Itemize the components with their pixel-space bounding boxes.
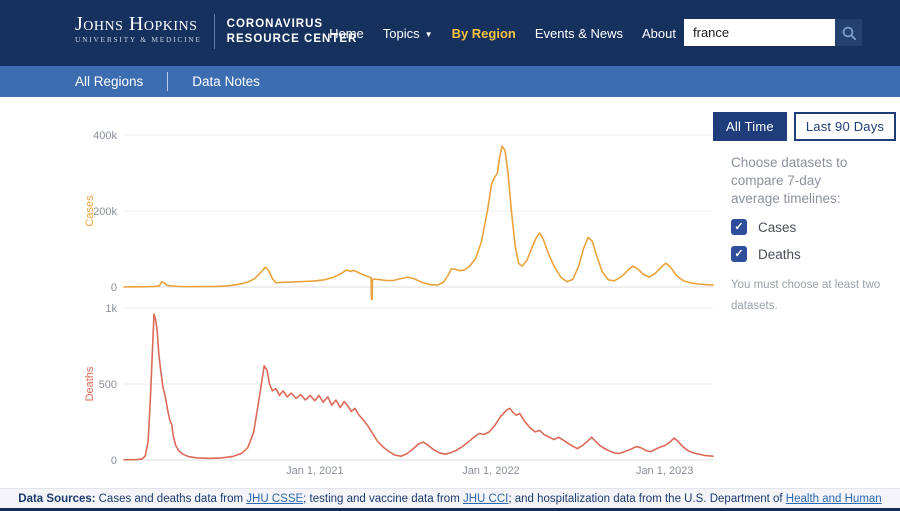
cases-line[interactable] xyxy=(123,145,714,301)
cases-checkbox-row[interactable]: Cases xyxy=(731,219,889,235)
deaths-axis-label: Deaths xyxy=(84,366,96,401)
nav-about[interactable]: About xyxy=(642,25,676,41)
deaths-ytick-0: 0 xyxy=(111,455,117,467)
dataset-chooser: Choose datasets to compare 7-day average… xyxy=(731,154,889,317)
nav-home[interactable]: Home xyxy=(329,25,364,41)
jhu-subtitle: University & Medicine xyxy=(75,35,202,44)
nav-topics[interactable]: Topics ▼ xyxy=(382,25,433,41)
hhs-link[interactable]: Health and Human xyxy=(785,493,882,505)
data-sources-text: Data Sources: Cases and deaths data from … xyxy=(18,493,882,505)
last-90-days-button[interactable]: Last 90 Days xyxy=(793,112,897,141)
cases-ytick-200k: 200k xyxy=(93,206,117,218)
xtick-12022: Jan 1, 2022 xyxy=(462,465,520,477)
logo-divider xyxy=(213,14,215,49)
search-icon xyxy=(842,26,856,40)
deaths-checkbox[interactable] xyxy=(731,246,747,262)
xtick-12023: Jan 1, 2023 xyxy=(636,465,694,477)
deaths-ytick-500: 500 xyxy=(99,379,117,391)
cases-axis-label: Cases xyxy=(84,195,96,227)
chevron-down-icon: ▼ xyxy=(424,29,433,39)
cases-ytick-0: 0 xyxy=(111,282,117,294)
cases-checkbox[interactable] xyxy=(731,219,747,235)
all-time-button[interactable]: All Time xyxy=(713,112,787,141)
subnav-data-notes[interactable]: Data Notes xyxy=(192,74,260,89)
subnav-all-regions[interactable]: All Regions xyxy=(75,74,144,89)
search-input[interactable] xyxy=(684,19,835,46)
site-logo[interactable]: Johns Hopkins University & Medicine CORO… xyxy=(75,13,357,49)
search-button[interactable] xyxy=(835,19,862,46)
data-sources-prefix: Data Sources: xyxy=(18,493,96,505)
jhu-csse-link[interactable]: JHU CSSE xyxy=(246,493,304,505)
nav-events-news[interactable]: Events & News xyxy=(534,25,624,41)
cases-checkbox-label: Cases xyxy=(758,219,797,235)
time-range-toggle: All Time Last 90 Days xyxy=(713,112,897,141)
jhu-cci-link[interactable]: JHU CCI xyxy=(462,493,509,505)
data-sources-bar: Data Sources: Cases and deaths data from … xyxy=(0,488,900,508)
deaths-line[interactable] xyxy=(123,313,714,461)
site-title: CORONAVIRUS RESOURCE CENTER xyxy=(226,18,358,45)
deaths-checkbox-row[interactable]: Deaths xyxy=(731,246,889,262)
site-header: Johns Hopkins University & Medicine CORO… xyxy=(0,0,900,66)
site-search xyxy=(684,19,862,46)
deaths-ytick-1k: 1k xyxy=(105,303,117,315)
nav-by-region[interactable]: By Region xyxy=(451,25,516,41)
dataset-note: You must choose at least two datasets. xyxy=(731,279,881,312)
bottom-divider-bar xyxy=(0,508,900,511)
main-nav: Home Topics ▼ By Region Events & News Abo… xyxy=(329,0,676,66)
region-subnav: All Regions Data Notes xyxy=(0,66,900,97)
jhu-name: Johns Hopkins xyxy=(75,13,198,35)
subnav-divider xyxy=(167,72,169,91)
xtick-12021: Jan 1, 2021 xyxy=(286,465,344,477)
deaths-checkbox-label: Deaths xyxy=(758,246,801,262)
cases-ytick-400k: 400k xyxy=(93,130,117,142)
jhu-wordmark: Johns Hopkins University & Medicine xyxy=(75,13,202,44)
dataset-prompt: Choose datasets to compare 7-day average… xyxy=(731,155,848,206)
